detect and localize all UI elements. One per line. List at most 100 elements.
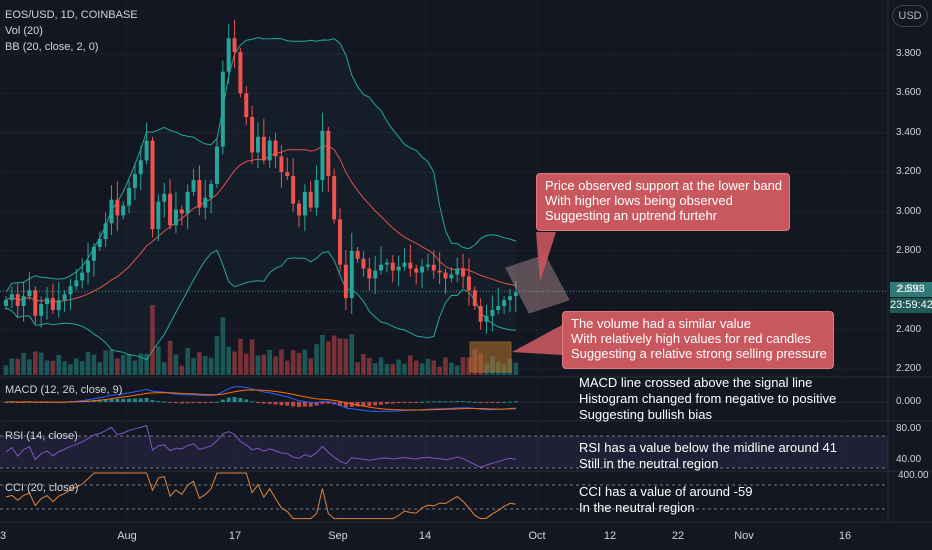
candle-body bbox=[121, 205, 126, 216]
volume-bar bbox=[361, 354, 366, 375]
candle bbox=[27, 272, 32, 301]
macd-histogram-bar bbox=[349, 402, 354, 407]
macd-histogram-bar bbox=[150, 400, 155, 402]
rsi-line bbox=[5, 424, 516, 468]
candle-body bbox=[320, 130, 325, 180]
price-tick-label: 3.200 bbox=[896, 166, 922, 178]
candle bbox=[478, 298, 483, 330]
macd-tick-label: 0.000 bbox=[896, 396, 922, 407]
candle bbox=[156, 194, 161, 242]
macd-histogram-bar bbox=[109, 398, 114, 402]
symbol-title[interactable]: EOS/USD, 1D, COINBASE bbox=[5, 9, 138, 21]
candle-body bbox=[162, 193, 167, 202]
macd-pane bbox=[0, 386, 888, 412]
callout-line: Suggesting an uptrend furtehr bbox=[545, 208, 718, 223]
price-tick-label: 3.800 bbox=[896, 48, 922, 59]
volume-bar bbox=[419, 363, 425, 375]
volume-bar bbox=[21, 353, 26, 375]
currency-badge[interactable]: USD bbox=[892, 5, 928, 27]
macd-histogram-bar bbox=[355, 402, 360, 407]
volume-bar bbox=[454, 365, 460, 375]
volume-bar bbox=[396, 359, 401, 375]
macd-histogram-bar bbox=[185, 402, 190, 404]
macd-histogram-bar bbox=[244, 399, 249, 402]
volume-bar bbox=[449, 362, 454, 375]
volume-bar bbox=[50, 360, 56, 375]
rsi-pane bbox=[0, 424, 888, 469]
rsi-tick-label: 40.00 bbox=[896, 454, 922, 465]
macd-histogram-bar bbox=[255, 402, 260, 403]
candle bbox=[50, 283, 55, 314]
macd-histogram-bar bbox=[209, 402, 214, 403]
time-tick-label: Aug bbox=[117, 530, 137, 542]
macd-histogram-bar bbox=[402, 402, 407, 403]
macd-histogram-bar bbox=[496, 402, 501, 403]
drawing-shapes bbox=[469, 232, 570, 373]
candle-body bbox=[115, 199, 120, 216]
time-tick-label: 17 bbox=[228, 530, 242, 542]
macd-histogram-bar bbox=[267, 402, 272, 404]
candle-body bbox=[74, 280, 79, 287]
candle bbox=[150, 136, 155, 238]
macd-histogram-bar bbox=[466, 401, 471, 403]
candle bbox=[349, 232, 354, 314]
macd-histogram-bar bbox=[326, 402, 331, 404]
candle bbox=[261, 118, 266, 165]
rsi-label[interactable]: RSI (14, close) bbox=[5, 430, 78, 442]
bb-upper-band bbox=[5, 37, 516, 293]
macd-histogram-bar bbox=[220, 399, 225, 402]
candle-body bbox=[173, 209, 178, 226]
volume-bar bbox=[378, 357, 384, 375]
macd-histogram-bar bbox=[308, 402, 313, 407]
volume-indicator-label[interactable]: Vol (20) bbox=[5, 25, 43, 37]
candle-body bbox=[513, 292, 518, 297]
price-tick-label: 3.400 bbox=[896, 126, 922, 138]
macd-histogram-bar bbox=[431, 401, 436, 403]
candle-body bbox=[390, 262, 395, 271]
cci-pane bbox=[0, 472, 888, 520]
cci-label[interactable]: CCI (20, close) bbox=[5, 482, 79, 494]
bb-lower-band bbox=[5, 249, 516, 361]
candle-body bbox=[226, 38, 231, 72]
candle bbox=[15, 283, 20, 318]
volume-bar bbox=[261, 354, 267, 375]
candle bbox=[273, 133, 278, 169]
candle bbox=[408, 244, 413, 277]
price-highlight-box bbox=[505, 254, 570, 314]
candle-body bbox=[62, 294, 67, 301]
candle-body bbox=[168, 193, 173, 226]
volume-bar bbox=[27, 359, 32, 375]
candle-body bbox=[478, 306, 483, 322]
bb-basis bbox=[5, 145, 516, 303]
candle bbox=[138, 145, 143, 190]
bb-indicator-label[interactable]: BB (20, close, 2, 0) bbox=[5, 41, 99, 53]
macd-histogram-bar bbox=[367, 402, 372, 407]
price-support-callout[interactable]: Price observed support at the lower band… bbox=[536, 173, 790, 231]
macd-histogram-bar bbox=[273, 402, 278, 405]
price-callout-pointer bbox=[536, 232, 556, 282]
candle bbox=[402, 248, 407, 271]
candle-body bbox=[496, 306, 501, 310]
candle bbox=[373, 255, 378, 295]
volume-callout[interactable]: The volume had a similar value With rela… bbox=[562, 311, 834, 369]
volume-bar bbox=[337, 338, 343, 375]
volume-bar bbox=[425, 358, 431, 375]
macd-histogram-bar bbox=[238, 397, 243, 402]
volume-bar bbox=[103, 350, 108, 375]
candle bbox=[74, 269, 79, 291]
macd-histogram-bar bbox=[138, 398, 143, 402]
macd-note-line: Histogram changed from negative to posit… bbox=[579, 391, 837, 406]
macd-note-line: MACD line crossed above the signal line bbox=[579, 375, 813, 390]
candle-body bbox=[302, 191, 307, 216]
macd-label[interactable]: MACD (12, 26, close, 9) bbox=[5, 384, 123, 396]
volume-bar bbox=[226, 346, 231, 375]
candle-body bbox=[144, 140, 149, 161]
volume-bar bbox=[232, 351, 237, 375]
candle bbox=[86, 242, 91, 285]
volume-bar bbox=[156, 346, 161, 375]
candle-body bbox=[156, 201, 161, 230]
candle-body bbox=[209, 183, 214, 198]
volume-bar bbox=[15, 358, 21, 375]
volume-bar bbox=[185, 347, 190, 375]
